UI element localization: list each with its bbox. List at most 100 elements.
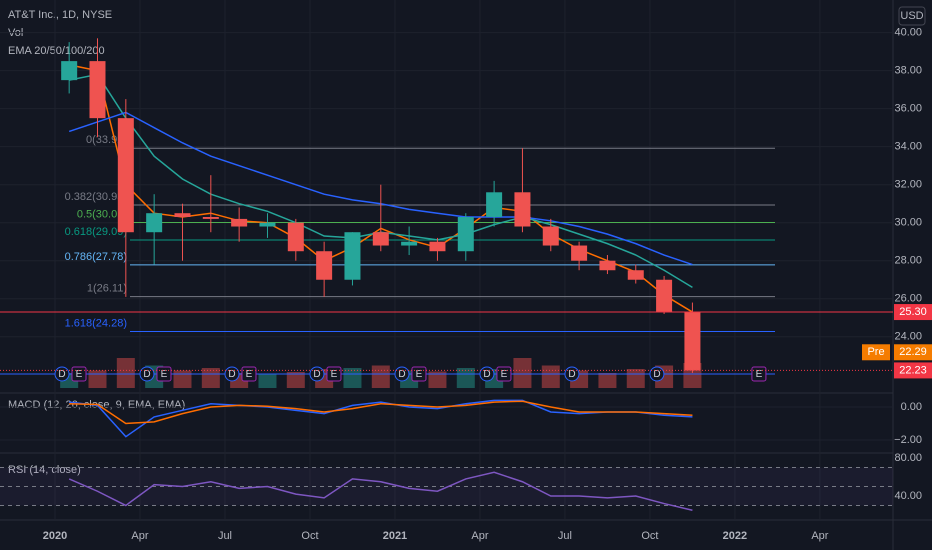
volume-bar [343,368,362,388]
volume-bar [626,369,645,388]
candle-body [117,118,134,233]
x-tick-label: Apr [811,530,828,542]
y-tick-label: 36.00 [894,103,922,115]
volume-bar [598,373,617,388]
pre-label: Pre [867,346,884,358]
candle-body [259,222,276,227]
candle-body [542,226,559,246]
volume-bar [88,370,107,388]
event-marker [564,366,580,382]
price-tag [894,362,932,379]
candle-body [514,192,531,227]
volume-bar [201,368,220,388]
candle-body [429,241,446,252]
fib-label: 0.382(30.93) [65,191,127,203]
currency[interactable]: USD [900,10,923,22]
y-tick-label: 34.00 [894,141,922,153]
x-tick-label: Apr [131,530,148,542]
event-label: D [228,369,235,380]
candle-body [174,213,191,218]
event-label: E [76,369,83,380]
event-label: D [398,369,405,380]
candle-body [344,232,361,280]
volume-bar [286,372,305,388]
x-tick-label: Apr [471,530,488,542]
candle-body [627,270,644,280]
rsi-tick-label: 40.00 [894,490,922,502]
y-tick-label: 32.00 [894,179,922,191]
candle-body [599,260,616,271]
fib-label: 1.618(24.28) [65,317,127,329]
fib-label: 0.786(27.78) [65,251,127,263]
candle-body [316,251,333,280]
symbol-title: AT&T Inc., 1D, NYSE [8,9,112,21]
x-tick-label: Oct [641,530,658,542]
fib-label: 0.618(29.09) [65,226,127,238]
volume-bar [541,365,560,388]
event-label: D [568,369,575,380]
candle-body [202,217,219,219]
macd-tick-label: −2.00 [894,434,922,446]
candle-body [372,232,389,246]
signal-line [69,400,693,425]
event-label: E [416,369,423,380]
candle-body [231,218,248,227]
candle-body [287,222,304,252]
price-tag-label: 25.30 [899,306,927,318]
candle-body [146,213,163,233]
candle-body [89,61,106,119]
currency-box[interactable] [898,6,926,26]
rsi-title: RSI (14, close) [8,464,81,476]
event-label: E [246,369,253,380]
event-label: E [501,369,508,380]
volume-bar [456,368,475,388]
pre-box [862,344,890,361]
candle-body [656,279,673,313]
macd-line [69,399,693,438]
x-tick-label: 2021 [383,530,407,542]
ema-label: EMA 20/50/100/200 [8,45,105,57]
candle-body [486,192,503,218]
volume-bar [371,365,390,388]
fib-label: 1(26.11) [87,283,127,295]
fib-label: 0(33.92) [86,134,127,146]
x-tick-label: Oct [301,530,318,542]
volume-bar [173,370,192,388]
event-label: D [483,369,490,380]
event-label: D [313,369,320,380]
event-label: D [653,369,660,380]
y-tick-label: 38.00 [894,65,922,77]
price-tag-label: 22.29 [899,346,927,358]
event-marker [156,366,172,382]
x-tick-label: Jul [218,530,232,542]
rsi-tick-label: 80.00 [894,452,922,464]
event-label: D [58,369,65,380]
volume-bar [428,371,447,388]
candle-body [571,245,588,261]
x-tick-label: 2022 [723,530,747,542]
event-label: D [143,369,150,380]
event-label: E [161,369,168,380]
price-tag [894,344,932,361]
candle-body [401,241,418,246]
event-marker [54,366,70,382]
y-tick-label: 24.00 [894,331,922,343]
y-tick-label: 26.00 [894,293,922,305]
volume-bar [513,358,532,388]
candle-body [684,312,701,371]
volume-bar [116,358,135,388]
y-tick-label: 28.00 [894,255,922,267]
candle-body [61,61,78,81]
event-label: E [756,369,763,380]
macd-tick-label: 0.00 [901,401,922,413]
event-label: E [331,369,338,380]
rsi-line [68,471,693,511]
price-tag-label: 22.23 [899,364,927,376]
fib-label: 0.5(30.01) [77,208,127,220]
event-marker [309,366,325,382]
x-tick-label: 2020 [43,530,67,542]
candle-body [457,217,474,252]
price-tag [894,304,932,321]
